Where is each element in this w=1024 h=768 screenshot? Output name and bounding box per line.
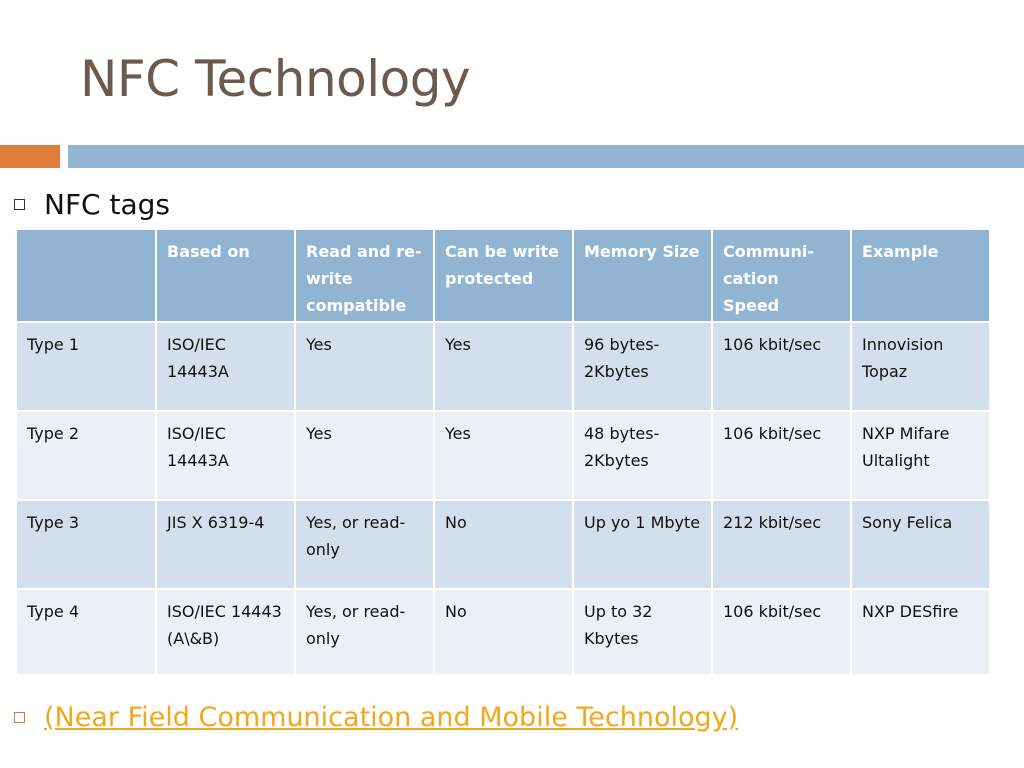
header-cell: Can be write protected [434, 230, 574, 323]
table-cell: 106 kbit/sec [712, 322, 852, 412]
table-cell: ISO/IEC 14443A [156, 322, 296, 412]
bullet-text: NFC tags [44, 188, 170, 221]
table-cell: 106 kbit/sec [712, 589, 852, 676]
table-cell: Type 3 [17, 500, 157, 590]
table-cell: 96 bytes-2Kbytes [573, 322, 713, 412]
table-cell: Up yo 1 Mbyte [573, 500, 713, 590]
table-row: Type 2 ISO/IEC 14443A Yes Yes 48 bytes-2… [17, 411, 991, 501]
table-cell: Type 2 [17, 411, 157, 501]
table-row: Type 1 ISO/IEC 14443A Yes Yes 96 bytes-2… [17, 322, 991, 412]
table-header-row: Based on Read and re-write compatible Ca… [17, 230, 991, 323]
table-cell: Type 4 [17, 589, 157, 676]
table-cell: Type 1 [17, 322, 157, 412]
header-cell [17, 230, 157, 323]
reference-link[interactable]: (Near Field Communication and Mobile Tec… [44, 702, 739, 733]
table-cell: ISO/IEC 14443A [156, 411, 296, 501]
table-cell: Yes, or read-only [295, 500, 435, 590]
slide-title: NFC Technology [80, 50, 471, 108]
header-cell: Communi-cation Speed [712, 230, 852, 323]
table-row: Type 3 JIS X 6319-4 Yes, or read-only No… [17, 500, 991, 590]
table-cell: ISO/IEC 14443 (A\&B) [156, 589, 296, 676]
table-cell: 212 kbit/sec [712, 500, 852, 590]
table-cell: Yes [295, 411, 435, 501]
header-cell: Memory Size [573, 230, 713, 323]
header-cell: Read and re-write compatible [295, 230, 435, 323]
table-row: Type 4 ISO/IEC 14443 (A\&B) Yes, or read… [17, 589, 991, 676]
table-cell: 106 kbit/sec [712, 411, 852, 501]
table-cell: NXP Mifare Ultalight [851, 411, 991, 501]
square-bullet-icon [14, 199, 25, 210]
table-cell: NXP DESfire [851, 589, 991, 676]
bullet-nfc-tags: NFC tags [14, 188, 170, 221]
square-bullet-icon [14, 712, 25, 723]
nfc-tags-table: Based on Read and re-write compatible Ca… [17, 230, 991, 676]
table-cell: 48 bytes-2Kbytes [573, 411, 713, 501]
table-cell: JIS X 6319-4 [156, 500, 296, 590]
table-cell: Innovision Topaz [851, 322, 991, 412]
bullet-reference: (Near Field Communication and Mobile Tec… [14, 702, 738, 733]
table-cell: Yes, or read-only [295, 589, 435, 676]
table-cell: Yes [434, 322, 574, 412]
accent-bar-blue [68, 145, 1024, 168]
table-cell: Yes [295, 322, 435, 412]
table-cell: No [434, 500, 574, 590]
header-cell: Example [851, 230, 991, 323]
header-cell: Based on [156, 230, 296, 323]
table-cell: Sony Felica [851, 500, 991, 590]
accent-bar-orange [0, 145, 60, 168]
table-cell: Up to 32 Kbytes [573, 589, 713, 676]
table-cell: Yes [434, 411, 574, 501]
table-cell: No [434, 589, 574, 676]
